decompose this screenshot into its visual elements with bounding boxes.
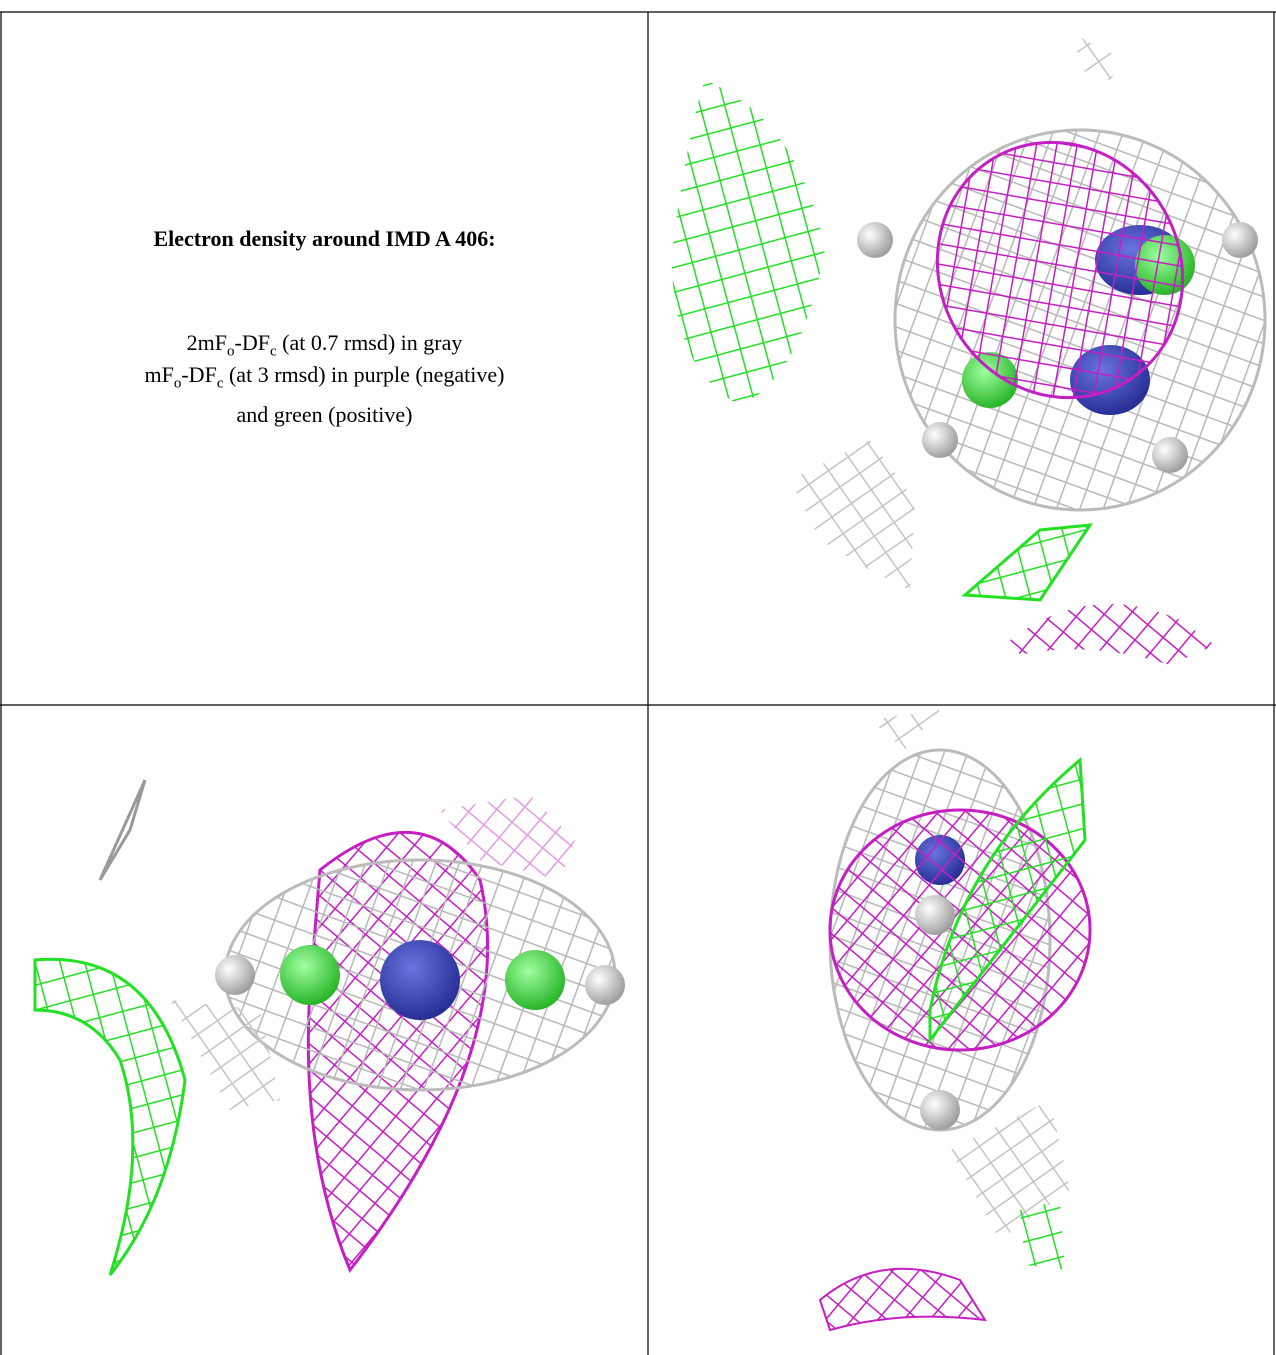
legend-line: 2mFo-DFc (at 0.7 rmsd) in gray: [2, 330, 647, 360]
legend-line: mFo-DFc (at 3 rmsd) in purple (negative): [2, 362, 647, 392]
text-run: 2mF: [186, 330, 227, 355]
subscript: o: [173, 375, 182, 392]
atom: [280, 945, 340, 1005]
legend-line: and green (positive): [2, 402, 647, 428]
text-run: -DF: [181, 362, 217, 387]
subscript: c: [216, 375, 224, 392]
panel-top-right: [671, 35, 1267, 665]
text-run: -DF: [234, 330, 270, 355]
atom: [380, 940, 460, 1020]
subscript: o: [227, 343, 235, 360]
atom: [915, 895, 955, 935]
panel-bottom-left: [33, 779, 625, 1276]
mesh: [1075, 35, 1125, 80]
figure-title: Electron density around IMD A 406:: [153, 226, 496, 251]
atom: [505, 950, 565, 1010]
subscript: c: [269, 343, 277, 360]
panel-bottom-right: [818, 710, 1092, 1332]
mesh: [790, 440, 915, 590]
mesh: [440, 795, 575, 880]
text-run: and green (positive): [236, 402, 413, 427]
text-run: (at 3 rmsd) in purple (negative): [223, 362, 505, 387]
atom: [585, 965, 625, 1005]
text-run: mF: [144, 362, 174, 387]
mesh: [98, 779, 147, 881]
atom: [215, 955, 255, 995]
mesh: [33, 957, 187, 1276]
mesh: [870, 710, 940, 750]
atom: [922, 422, 958, 458]
table-grid: [0, 11, 1276, 1355]
mesh: [818, 1267, 987, 1332]
atom: [920, 1090, 960, 1130]
mesh: [1010, 604, 1215, 665]
mesh: [1020, 1200, 1065, 1270]
atom: [1222, 222, 1258, 258]
mesh: [961, 523, 1094, 602]
mesh: [170, 1000, 280, 1110]
atom: [857, 222, 893, 258]
mesh: [935, 140, 1185, 400]
text-run: (at 0.7 rmsd) in gray: [276, 330, 463, 355]
atom: [1152, 437, 1188, 473]
mesh: [671, 80, 825, 405]
mesh: [928, 756, 1087, 1045]
